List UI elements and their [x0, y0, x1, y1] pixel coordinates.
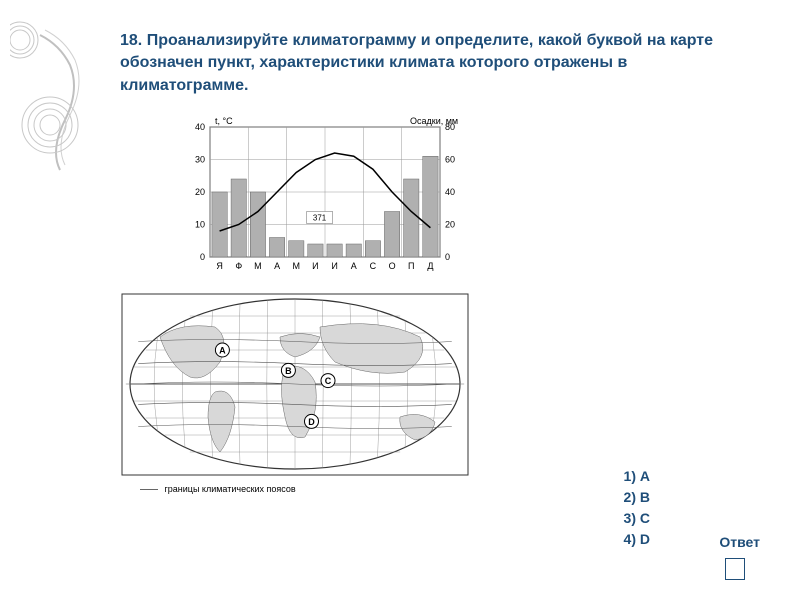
- svg-text:Осадки, мм: Осадки, мм: [410, 116, 458, 126]
- map-legend: границы климатических поясов: [165, 484, 296, 494]
- svg-text:20: 20: [445, 220, 455, 230]
- question-number: 18.: [120, 32, 142, 49]
- answer-option-1: 1) А: [624, 466, 650, 487]
- answer-options: 1) А 2) В 3) С 4) D: [624, 466, 650, 550]
- svg-text:Д: Д: [427, 261, 433, 271]
- svg-text:371: 371: [313, 214, 327, 223]
- answer-option-2: 2) В: [624, 487, 650, 508]
- svg-text:t, °C: t, °C: [215, 116, 233, 126]
- content-area: 18. Проанализируйте климатограмму и опре…: [0, 0, 800, 514]
- svg-text:А: А: [274, 261, 280, 271]
- svg-text:М: М: [293, 261, 301, 271]
- svg-text:40: 40: [195, 122, 205, 132]
- svg-text:B: B: [285, 366, 292, 376]
- svg-text:О: О: [389, 261, 396, 271]
- svg-text:0: 0: [445, 252, 450, 262]
- answer-option-3: 3) С: [624, 508, 650, 529]
- svg-text:Ф: Ф: [235, 261, 242, 271]
- svg-text:10: 10: [195, 220, 205, 230]
- svg-text:0: 0: [200, 252, 205, 262]
- answer-label: Ответ: [719, 534, 760, 550]
- svg-text:30: 30: [195, 155, 205, 165]
- svg-text:С: С: [370, 261, 377, 271]
- svg-text:И: И: [312, 261, 318, 271]
- svg-text:Я: Я: [216, 261, 223, 271]
- svg-text:C: C: [325, 376, 332, 386]
- svg-text:А: А: [351, 261, 357, 271]
- svg-text:И: И: [331, 261, 337, 271]
- world-map: A B C D границы климатических поясов: [120, 292, 760, 494]
- svg-text:М: М: [254, 261, 262, 271]
- svg-text:П: П: [408, 261, 414, 271]
- svg-text:60: 60: [445, 155, 455, 165]
- question-title: 18. Проанализируйте климатограмму и опре…: [120, 30, 760, 97]
- decorative-corner: [10, 10, 100, 210]
- svg-text:40: 40: [445, 187, 455, 197]
- answer-box[interactable]: [725, 558, 745, 580]
- climate-chart: 010203040020406080t, °CОсадки, мм371ЯФМА…: [180, 112, 760, 282]
- svg-text:A: A: [219, 346, 226, 356]
- svg-text:D: D: [308, 417, 315, 427]
- answer-option-4: 4) D: [624, 529, 650, 550]
- question-text: Проанализируйте климатограмму и определи…: [120, 32, 713, 94]
- svg-text:20: 20: [195, 187, 205, 197]
